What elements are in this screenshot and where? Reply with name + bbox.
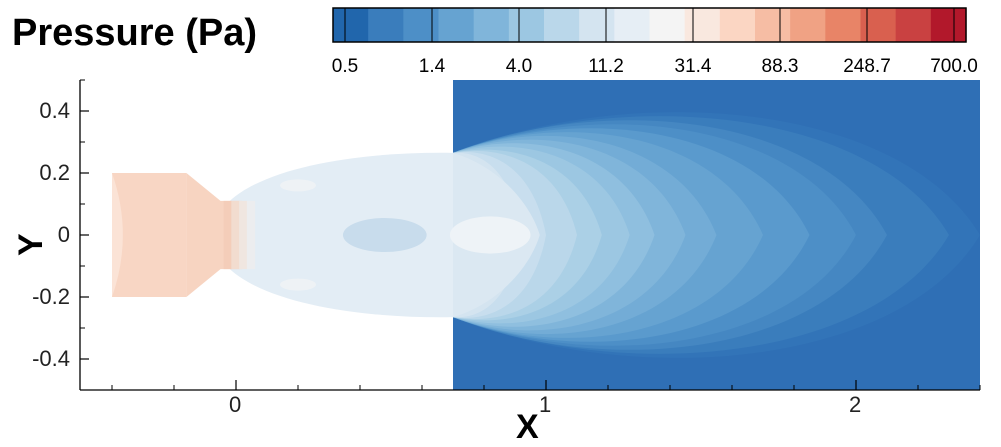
jet-plume-region xyxy=(229,152,453,318)
colorbar-label: 4.0 xyxy=(505,56,533,77)
throat-band-1 xyxy=(231,200,240,270)
throat-band-3 xyxy=(246,200,256,270)
inlet-chamber xyxy=(112,173,187,297)
y-tick-label: 0.4 xyxy=(39,98,70,123)
plume-feature-top xyxy=(280,179,316,192)
colorbar-label: 11.2 xyxy=(588,56,624,77)
plume-feature-bottom xyxy=(280,278,316,291)
throat-band-0 xyxy=(223,200,232,270)
colorbar-label: 31.4 xyxy=(674,56,712,77)
y-tick-label: -0.4 xyxy=(32,346,70,371)
colorbar-label: 88.3 xyxy=(761,56,799,77)
x-tick-label: 2 xyxy=(849,392,862,417)
colorbar-label: 1.4 xyxy=(418,56,446,77)
x-tick-label: 0 xyxy=(229,392,242,417)
shock-cell-2 xyxy=(449,216,531,254)
colorbar-label: 248.7 xyxy=(843,56,891,77)
shock-cell-1 xyxy=(342,217,427,253)
x-tick-label: 1 xyxy=(539,392,552,417)
x-axis-title: X xyxy=(516,408,539,446)
colorbar-label: 700.0 xyxy=(930,56,978,77)
throat-band-2 xyxy=(239,200,248,270)
inlet-edge xyxy=(112,173,123,297)
chart-title: Pressure (Pa) xyxy=(12,12,258,54)
y-axis-title: Y xyxy=(12,233,50,256)
y-tick-label: 0 xyxy=(57,222,70,247)
y-tick-label: 0.2 xyxy=(39,160,70,185)
y-tick-label: -0.2 xyxy=(32,284,70,309)
colorbar-label: 0.5 xyxy=(331,56,359,77)
